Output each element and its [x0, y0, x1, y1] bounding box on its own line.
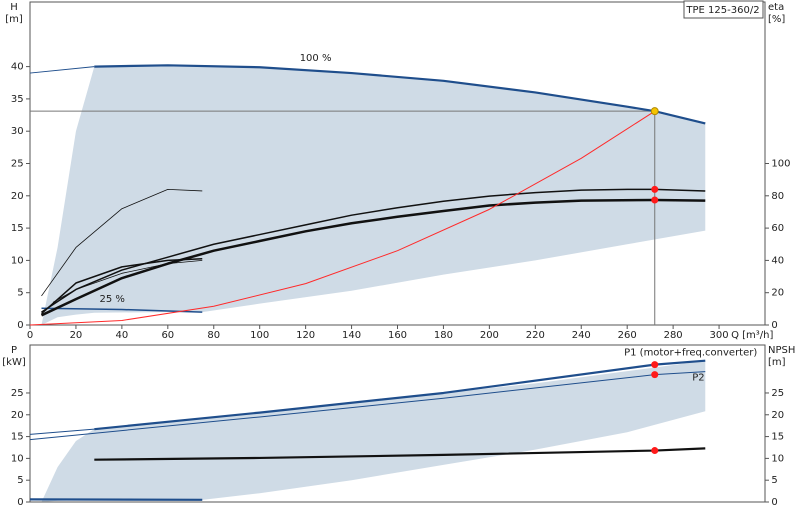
y-tick-label: 10 [11, 255, 24, 266]
y-tick-label: 30 [11, 126, 24, 137]
curve [29, 110, 656, 326]
y-tick-label: 15 [11, 432, 24, 443]
y-tick-label: 0 [17, 497, 23, 508]
x-tick-label: 200 [480, 330, 499, 341]
curve [29, 66, 95, 74]
y2-tick-label: 20 [771, 410, 784, 421]
curve [40, 258, 203, 315]
x-tick-label: 240 [572, 330, 591, 341]
x-tick-label: 60 [161, 330, 174, 341]
y2-tick-label: 100 [771, 159, 790, 170]
y2-tick-label: 5 [771, 475, 777, 486]
x-tick-label: 0 [27, 330, 33, 341]
y2-axis-label: NPSH [768, 345, 795, 356]
curve [29, 428, 95, 435]
y2-tick-label: 0 [771, 497, 777, 508]
y-tick-label: 25 [11, 159, 24, 170]
y-axis-unit: [kW] [2, 357, 26, 368]
x-tick-label: 100 [250, 330, 269, 341]
x-tick-label: 260 [618, 330, 637, 341]
curve-label: P1 (motor+freq.converter) [624, 348, 757, 359]
title-box [683, 0, 764, 19]
x-tick-label: 220 [526, 330, 545, 341]
x-tick-label: 140 [342, 330, 361, 341]
y-tick-label: 25 [11, 388, 24, 399]
y2-axis-unit: [%] [768, 14, 785, 25]
x-tick-label: 80 [207, 330, 220, 341]
panels: 0 20 40 60 80 100 120 140 160 180 200 220 240 260 280 3… [2, 0, 795, 508]
y-axis-unit: [m] [5, 14, 23, 25]
duty-point [651, 447, 659, 455]
curve [52, 260, 203, 303]
duty-point [651, 196, 659, 204]
y2-tick-label: 0 [771, 320, 777, 331]
x-axis-label: Q [m³/h] [731, 330, 773, 341]
y-tick-label: 5 [17, 288, 23, 299]
operating-area [41, 360, 706, 502]
y-tick-label: 20 [11, 410, 24, 421]
curve [41, 188, 203, 297]
curve [29, 371, 706, 441]
curve-label: 100 % [300, 53, 332, 64]
curve [94, 447, 706, 461]
plot-frame [29, 344, 766, 503]
curve [40, 198, 706, 317]
y2-axis-label: eta [768, 2, 784, 13]
y-axis-label: P [11, 345, 17, 356]
x-tick-label: 280 [664, 330, 683, 341]
curve [94, 64, 706, 125]
x-tick-label: 300 [710, 330, 729, 341]
y2-tick-label: 25 [771, 388, 784, 399]
duty-point [651, 361, 659, 369]
y2-tick-label: 10 [771, 453, 784, 464]
curve [94, 359, 706, 431]
x-tick-label: 160 [388, 330, 407, 341]
y-tick-label: 0 [17, 320, 23, 331]
chart-title: TPE 125-360/2 [685, 5, 759, 16]
y2-tick-label: 60 [771, 223, 784, 234]
x-tick-label: 40 [116, 330, 129, 341]
x-tick-label: 20 [70, 330, 83, 341]
y-tick-label: 35 [11, 94, 24, 105]
y-tick-label: 5 [17, 475, 23, 486]
y-tick-label: 10 [11, 453, 24, 464]
y2-tick-label: 20 [771, 288, 784, 299]
y2-axis-unit: [m] [768, 357, 786, 368]
y-tick-label: 40 [11, 62, 24, 73]
curve-label: P2 [692, 373, 704, 384]
y2-tick-label: 80 [771, 191, 784, 202]
y-axis-label: H [10, 2, 18, 13]
duty-point [650, 107, 659, 116]
duty-point [651, 371, 659, 379]
x-tick-label: 120 [296, 330, 315, 341]
operating-area [41, 65, 706, 326]
curve-label: 25 % [99, 294, 124, 305]
y-tick-label: 15 [11, 223, 24, 234]
duty-point [651, 185, 659, 193]
y2-tick-label: 15 [771, 432, 784, 443]
x-tick-label: 180 [434, 330, 453, 341]
y2-tick-label: 40 [771, 255, 784, 266]
y-tick-label: 20 [11, 191, 24, 202]
curve [41, 307, 203, 313]
